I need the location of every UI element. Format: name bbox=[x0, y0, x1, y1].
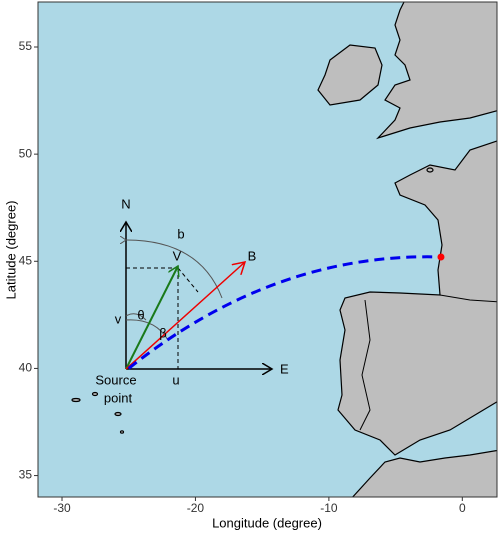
label: θ bbox=[137, 307, 144, 322]
y-tick-label: 50 bbox=[19, 146, 33, 160]
arc-theta bbox=[125, 313, 147, 321]
ireland bbox=[317, 44, 383, 106]
label: β bbox=[159, 325, 166, 340]
x-tick-label: -20 bbox=[187, 501, 205, 515]
y-tick-label: 35 bbox=[19, 468, 33, 482]
island bbox=[119, 430, 125, 434]
label: u bbox=[172, 372, 179, 387]
label: Source bbox=[95, 372, 136, 387]
y-tick-label: 40 bbox=[19, 361, 33, 375]
y-axis-label: Latitude (degree) bbox=[3, 200, 18, 299]
vector-v bbox=[125, 266, 178, 370]
x-tick-label: -30 bbox=[53, 501, 71, 515]
y-tick-label: 45 bbox=[19, 253, 33, 267]
border bbox=[439, 294, 497, 303]
y-tick-label: 55 bbox=[19, 39, 33, 53]
x-axis-label: Longitude (degree) bbox=[212, 515, 322, 530]
panel-border bbox=[37, 1, 498, 498]
border bbox=[359, 299, 371, 431]
label: V bbox=[173, 248, 182, 263]
destination-point bbox=[437, 253, 445, 261]
island bbox=[426, 167, 434, 173]
label: b bbox=[177, 226, 184, 241]
arc-b bbox=[126, 240, 223, 299]
label: point bbox=[104, 390, 133, 405]
label: E bbox=[280, 361, 289, 376]
great-britain bbox=[375, 2, 497, 140]
label: v bbox=[115, 311, 122, 326]
dashed bbox=[177, 267, 199, 293]
x-tick-label: 0 bbox=[459, 501, 466, 515]
island bbox=[114, 411, 122, 417]
island bbox=[91, 391, 99, 397]
africa bbox=[351, 449, 497, 497]
label: B bbox=[248, 248, 257, 263]
x-tick-label: -10 bbox=[320, 501, 338, 515]
land bbox=[71, 2, 497, 497]
mainland bbox=[337, 140, 497, 456]
label: N bbox=[121, 196, 130, 211]
island bbox=[71, 397, 81, 403]
trajectory bbox=[127, 255, 442, 370]
vector-b bbox=[125, 262, 245, 370]
vector-diagram bbox=[126, 222, 272, 369]
arc-beta bbox=[125, 319, 169, 341]
